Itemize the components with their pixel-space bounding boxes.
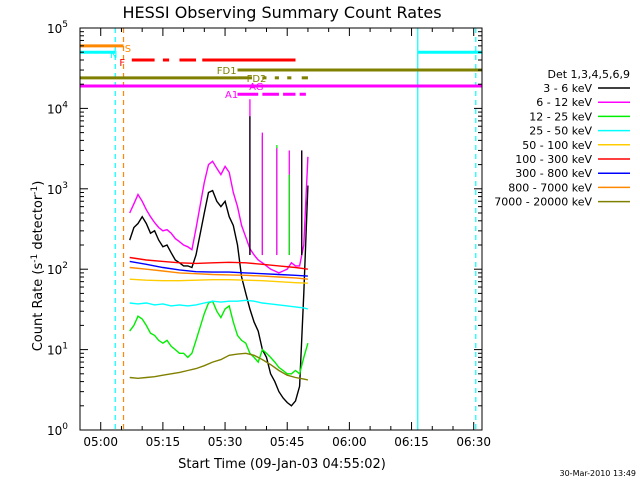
legend-label-3-6-kev: 3 - 6 keV (543, 82, 592, 95)
date-stamp: 30-Mar-2010 13:49 (560, 469, 637, 478)
legend-label-800-7000-kev: 800 - 7000 keV (508, 181, 592, 194)
x-axis-label: Start Time (09-Jan-03 04:55:02) (178, 457, 386, 472)
series-line-25-50-kev (129, 299, 309, 310)
x-tick-label-05-00: 05:00 (83, 435, 118, 449)
flag-label-fd2: FD2 (247, 74, 267, 85)
x-tick-label-06-00: 06:00 (332, 435, 367, 449)
flag-label-f: F (119, 58, 125, 69)
y-tick-label-0: 100 (47, 422, 68, 438)
x-tick-label-06-30: 06:30 (456, 435, 491, 449)
x-tick-label-05-15: 05:15 (146, 435, 181, 449)
y-tick-label-5: 105 (47, 20, 68, 36)
x-tick-label-05-45: 05:45 (270, 435, 305, 449)
x-tick-label-05-30: 05:30 (208, 435, 243, 449)
y-tick-label-2: 102 (47, 261, 68, 277)
y-tick-label-4: 104 (47, 100, 68, 116)
flag-label-fd1: FD1 (217, 66, 237, 77)
flag-label-a1: A1 (225, 90, 238, 101)
series-line-7000-20000-kev (129, 352, 309, 381)
series-line-6-12-kev (129, 156, 309, 274)
y-tick-label-1: 101 (47, 342, 68, 358)
legend-label-50-100-kev: 50 - 100 keV (522, 139, 592, 152)
series-line-100-300-kev (129, 256, 308, 270)
y-axis-label: Count Rate (s-1 detector-1) (30, 181, 46, 352)
series-line-300-800-kev (129, 260, 308, 277)
series-line-800-7000-kev (129, 266, 308, 280)
legend-label-12-25-kev: 12 - 25 keV (529, 110, 592, 123)
chart-title: HESSI Observing Summary Count Rates (122, 3, 441, 22)
series-line-50-100-kev (129, 278, 308, 284)
series-line-12-25-kev (129, 300, 309, 376)
plot-frame (79, 27, 483, 431)
legend-label-25-50-kev: 25 - 50 keV (529, 125, 592, 138)
y-tick-label-3: 103 (47, 181, 68, 197)
legend-label-7000-20000-kev: 7000 - 20000 keV (494, 196, 592, 209)
series-line-3-6-kev (129, 185, 309, 407)
legend-label-100-300-kev: 100 - 300 keV (515, 153, 592, 166)
legend-label-300-800-kev: 300 - 800 keV (515, 167, 592, 180)
legend-label-6-12-kev: 6 - 12 keV (536, 96, 592, 109)
legend-title: Det 1,3,4,5,6,9 (547, 68, 630, 81)
flag-label-n: N (110, 50, 117, 61)
flag-label-s: S (125, 44, 131, 55)
flag-label-ag: AG (249, 82, 263, 93)
x-tick-label-06-15: 06:15 (394, 435, 429, 449)
